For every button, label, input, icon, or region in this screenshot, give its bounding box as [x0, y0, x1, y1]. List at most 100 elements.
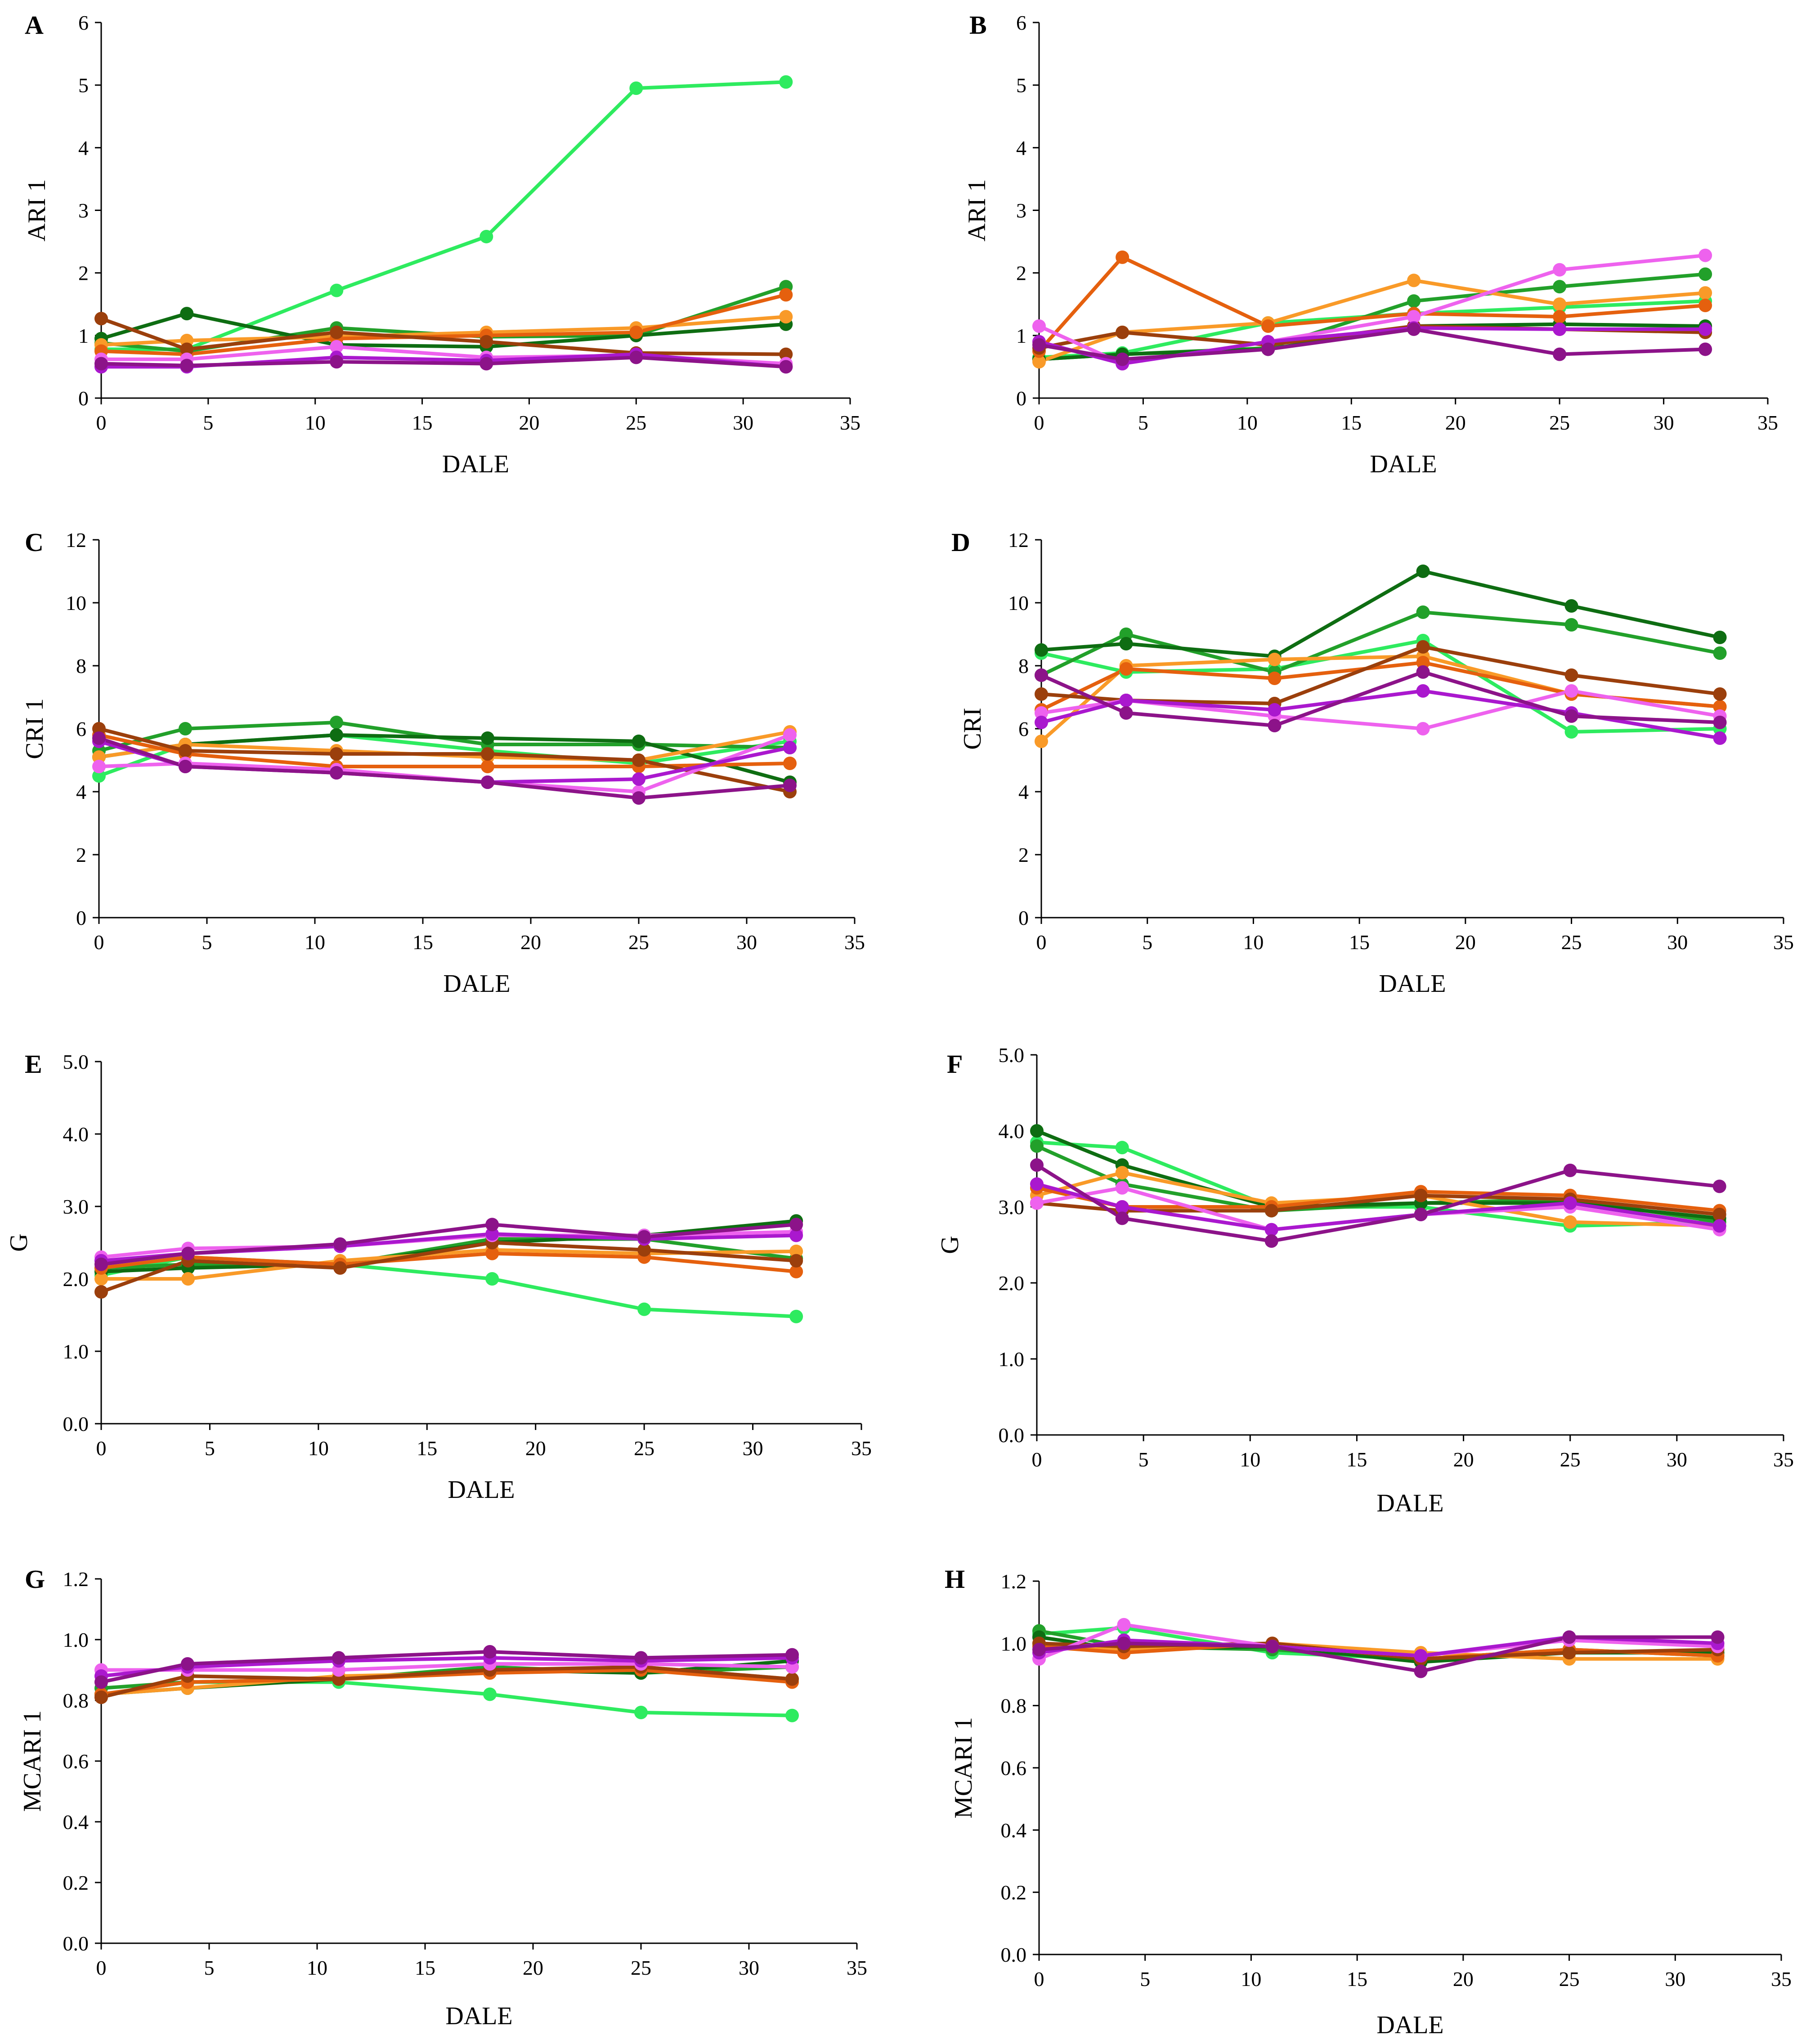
x-tick-label: 25 [626, 411, 646, 434]
data-point [1562, 1646, 1576, 1660]
x-tick-label: 25 [1559, 1968, 1580, 1990]
data-point [1119, 662, 1133, 676]
data-point [1416, 684, 1430, 698]
data-point [1119, 694, 1133, 707]
data-point [180, 307, 194, 321]
data-point [333, 1237, 347, 1251]
data-point [1265, 1640, 1279, 1654]
data-point [179, 722, 192, 735]
data-point [330, 340, 344, 354]
x-tick-label: 5 [1142, 931, 1152, 954]
data-point [1698, 267, 1712, 281]
data-point [1564, 618, 1578, 632]
data-point [1553, 322, 1567, 336]
series-line [100, 317, 786, 356]
x-tick-label: 35 [847, 1956, 867, 1979]
data-point [485, 1246, 499, 1260]
y-tick-label: 0.4 [63, 1811, 89, 1833]
x-tick-label: 20 [520, 931, 541, 954]
data-point [629, 325, 643, 339]
data-point [1264, 1223, 1278, 1237]
data-point [481, 747, 494, 761]
y-tick-label: 0.0 [63, 1932, 89, 1955]
data-point [485, 1218, 499, 1232]
panel-f: F G DALE 0.0 1.0 2.0 3.0 4.0 5.0 0 5 10 15 20 25 30 3… [936, 1044, 1794, 1517]
data-point [785, 1708, 799, 1722]
y-tick-label: 4 [1016, 136, 1026, 159]
data-point [632, 753, 645, 767]
panel-a: A ARI 1 DALE 0 1 2 3 4 5 6 0 5 10 15 20 25 30 35 [23, 10, 860, 478]
data-point [94, 1690, 108, 1704]
data-point [1698, 322, 1712, 336]
panel-letter: E [25, 1049, 42, 1079]
series-line [1038, 326, 1706, 366]
x-tick-label: 25 [1561, 931, 1582, 954]
x-tick-label: 5 [204, 1956, 215, 1979]
data-point [330, 766, 343, 780]
y-tick-label: 4 [1018, 780, 1029, 803]
y-tick-label: 1.2 [63, 1568, 89, 1591]
x-tick-label: 20 [519, 411, 539, 434]
data-point [779, 347, 793, 361]
series-line [1038, 278, 1706, 364]
panel-letter: G [25, 1564, 45, 1594]
x-tick-label: 10 [1243, 931, 1264, 954]
data-point [1119, 628, 1133, 641]
data-point [179, 744, 192, 758]
x-tick-label: 20 [1453, 1448, 1474, 1471]
x-tick-label: 25 [1560, 1448, 1581, 1471]
panel-letter: A [25, 10, 44, 40]
data-point [1035, 643, 1048, 657]
x-tick-label: 0 [1034, 1968, 1044, 1990]
data-point [330, 283, 344, 297]
data-point [1115, 1181, 1129, 1195]
x-tick-label: 15 [1347, 1968, 1367, 1990]
x-tick-label: 30 [1667, 931, 1688, 954]
data-point [785, 1672, 799, 1686]
y-tick-label: 0.2 [1001, 1881, 1027, 1904]
data-point [1712, 1219, 1726, 1233]
x-tick-label: 0 [1032, 1448, 1042, 1471]
y-tick-label: 4 [78, 136, 89, 159]
data-point [330, 728, 343, 742]
x-tick-label: 25 [1549, 411, 1570, 434]
y-tick-label: 0.0 [999, 1424, 1025, 1447]
y-axis-title: ARI 1 [23, 179, 51, 241]
data-point [789, 1228, 803, 1242]
data-point [481, 760, 494, 773]
x-axis-title: DALE [445, 2002, 512, 2030]
x-tick-label: 35 [1757, 411, 1778, 434]
data-point [1553, 347, 1567, 361]
panel-e: E G DALE 0.0 1.0 2.0 3.0 4.0 5.0 0 5 10 15 20 25 30 3… [5, 1049, 872, 1504]
y-tick-label: 5.0 [999, 1044, 1025, 1067]
data-point [481, 775, 494, 789]
x-tick-label: 5 [202, 931, 212, 954]
data-point [181, 1272, 195, 1286]
data-point [1407, 273, 1421, 287]
x-tick-label: 15 [1349, 931, 1370, 954]
data-point [1030, 1124, 1044, 1138]
series-line [99, 721, 790, 753]
y-tick-label: 1.0 [999, 1348, 1025, 1371]
x-tick-label: 30 [1667, 1448, 1687, 1471]
x-tick-label: 15 [1341, 411, 1362, 434]
x-tick-label: 35 [1773, 931, 1794, 954]
x-tick-label: 0 [1034, 411, 1044, 434]
series-line [1036, 1182, 1720, 1232]
panel-b: B ARI 1 DALE 0 1 2 3 4 5 6 0 5 10 15 20 25 30 35 [963, 10, 1778, 478]
data-point [481, 731, 494, 745]
data-point [1416, 722, 1430, 735]
data-point [783, 728, 797, 742]
y-tick-label: 2 [76, 843, 86, 866]
data-point [1713, 687, 1727, 701]
data-point [789, 1309, 803, 1323]
y-tick-label: 2 [1016, 262, 1026, 285]
data-point [480, 357, 493, 371]
panel-g: G MCARI 1 DALE 0.0 0.2 0.4 0.6 0.8 1.0 1.2 0 5 10… [18, 1564, 867, 2030]
data-point [1563, 1163, 1577, 1177]
data-point [1416, 656, 1430, 669]
data-point [632, 772, 645, 786]
x-tick-label: 15 [1346, 1448, 1367, 1471]
x-tick-label: 15 [417, 1437, 437, 1460]
x-tick-label: 10 [305, 931, 325, 954]
